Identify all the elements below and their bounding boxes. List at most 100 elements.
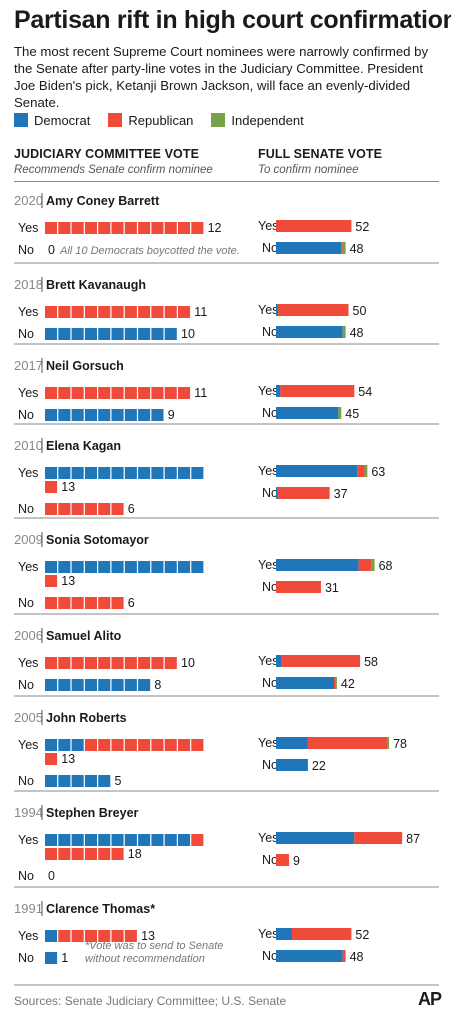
- nomination-2018-committee-no-label: No: [18, 327, 34, 341]
- nomination-1994-committee-yes-square-1: [45, 834, 58, 846]
- nomination-1994-committee-yes-square-18: [111, 848, 124, 860]
- nomination-2020-senate-no-i-bar: [342, 242, 346, 254]
- nomination-2020-committee-yes-square-8: [138, 222, 151, 234]
- nomination-2009-committee-no-square-5: [98, 597, 111, 609]
- nomination-2005-senate-no-d-bar: [276, 759, 308, 771]
- nomination-2018-year: 2018: [14, 277, 43, 292]
- nomination-2005-committee-yes-square-2: [58, 739, 71, 751]
- nomination-1991-senate-no-d-bar: [276, 950, 343, 962]
- nomination-2010-committee-yes-square-9: [151, 467, 164, 479]
- nomination-2005-committee-no-label: No: [18, 774, 34, 788]
- nomination-2017-committee-no-square-1: [45, 409, 58, 421]
- nomination-2018-committee-no-square-7: [124, 328, 137, 340]
- nomination-2010-committee-yes-square-7: [124, 467, 137, 479]
- nomination-2018-committee-no-square-2: [58, 328, 71, 340]
- nomination-2009-committee-yes-square-4: [84, 561, 97, 573]
- nomination-2006-committee-yes-value: 10: [181, 656, 195, 670]
- nomination-2005-senate-yes-d-bar: [276, 737, 308, 749]
- nomination-1991-committee-no-value: 1: [61, 951, 68, 965]
- nomination-2020-year: 2020: [14, 193, 43, 208]
- nomination-2006-committee-no-square-8: [138, 679, 151, 691]
- nomination-2017-senate-no-value: 45: [345, 407, 359, 421]
- nomination-2005-committee-yes-square-13: [45, 753, 58, 765]
- nomination-1991-committee-yes-square-1: [45, 930, 58, 942]
- nomination-2020-committee-yes-square-3: [71, 222, 84, 234]
- nomination-2017-senate-no-label: No: [262, 406, 278, 420]
- nomination-2005-committee-no-square-3: [71, 775, 84, 787]
- nomination-2020-committee-no-label: No: [18, 243, 34, 257]
- nomination-2018-committee-yes-square-2: [58, 306, 71, 318]
- nomination-2017-nominee-name: Neil Gorsuch: [46, 359, 124, 373]
- nomination-2018-committee-yes-square-5: [98, 306, 111, 318]
- nomination-2017-committee-yes-square-4: [84, 387, 97, 399]
- nomination-2006-committee-yes-square-9: [151, 657, 164, 669]
- nomination-1994-committee-yes-value: 18: [128, 847, 142, 861]
- nomination-1994-senate-yes-label: Yes: [258, 831, 278, 845]
- nomination-1991-committee-yes-square-4: [84, 930, 97, 942]
- nomination-2009-committee-no-square-2: [58, 597, 71, 609]
- nomination-1991-committee-no-label: No: [18, 951, 34, 965]
- nomination-2006-committee-no-value: 8: [154, 678, 161, 692]
- nomination-1994-senate-yes-value: 87: [406, 832, 420, 846]
- nomination-1991-senate-yes-d-bar: [276, 928, 292, 940]
- nomination-1994-committee-yes-square-11: [178, 834, 191, 846]
- legend-swatch-democrat: [14, 113, 28, 127]
- nomination-2010-committee-yes-square-10: [164, 467, 177, 479]
- nomination-2017-committee-no-label: No: [18, 408, 34, 422]
- nomination-2010-nominee-name: Elena Kagan: [46, 439, 121, 453]
- nomination-1994-senate-no-value: 9: [293, 854, 300, 868]
- nomination-2009-senate-yes-i-bar: [371, 559, 375, 571]
- nomination-2009-committee-yes-square-3: [71, 561, 84, 573]
- nomination-1994-committee-yes-square-15: [71, 848, 84, 860]
- nomination-2018-committee-no-square-4: [84, 328, 97, 340]
- nomination-2006-committee-no-square-7: [124, 679, 137, 691]
- nomination-1991-senate-yes-label: Yes: [258, 927, 278, 941]
- nomination-2005-committee-no-square-1: [45, 775, 58, 787]
- chart-subtitle: The most recent Supreme Court nominees w…: [14, 44, 429, 110]
- nomination-2006-senate-yes-d-bar: [276, 655, 282, 667]
- nomination-2009-committee-yes-square-6: [111, 561, 124, 573]
- nomination-2010-committee-yes-square-4: [84, 467, 97, 479]
- nomination-2006-senate-no-d-bar: [276, 677, 334, 689]
- nomination-2017-senate-yes-value: 54: [358, 385, 372, 399]
- nomination-2009-committee-yes-square-10: [164, 561, 177, 573]
- nomination-2009-committee-yes-square-8: [138, 561, 151, 573]
- nomination-2017-committee-no-square-5: [98, 409, 111, 421]
- nomination-2020-committee-note: All 10 Democrats boycotted the vote.: [59, 245, 240, 257]
- nomination-2010-committee-no-square-3: [71, 503, 84, 515]
- nomination-2017-committee-yes-square-8: [138, 387, 151, 399]
- nomination-1994-committee-yes-square-14: [58, 848, 71, 860]
- nomination-2009-committee-no-square-4: [84, 597, 97, 609]
- nomination-2018-committee-no-square-10: [164, 328, 177, 340]
- nomination-2006-senate-yes-label: Yes: [258, 654, 278, 668]
- nomination-1994-committee-yes-square-10: [164, 834, 177, 846]
- ap-logo: AP: [418, 989, 442, 1009]
- nomination-2017-committee-yes-square-3: [71, 387, 84, 399]
- legend-label-republican: Republican: [128, 112, 194, 128]
- nomination-1994-senate-yes-d-bar: [276, 832, 355, 844]
- nomination-2010-committee-no-square-6: [111, 503, 124, 515]
- nomination-2018-senate-yes-value: 50: [353, 304, 367, 318]
- nomination-2005-senate-no-value: 22: [312, 759, 326, 773]
- nomination-2009-committee-yes-square-5: [98, 561, 111, 573]
- nomination-2010-committee-yes-value: 13: [61, 480, 75, 494]
- nomination-2018-committee-yes-square-11: [178, 306, 191, 318]
- nomination-2006-senate-yes-r-bar: [281, 655, 361, 667]
- nomination-2018-senate-no-i-bar: [342, 326, 346, 338]
- nomination-2005-committee-no-square-5: [98, 775, 111, 787]
- nomination-2017-committee-yes-label: Yes: [18, 386, 38, 400]
- nomination-2020-committee-yes-square-10: [164, 222, 177, 234]
- nomination-2010-committee-yes-square-3: [71, 467, 84, 479]
- nomination-2020-senate-no-d-bar: [276, 242, 342, 254]
- nomination-2020-committee-yes-square-9: [151, 222, 164, 234]
- nomination-2009-year: 2009: [14, 532, 43, 547]
- nomination-2006-senate-no-i-bar: [335, 677, 337, 689]
- nomination-2005-nominee-name: John Roberts: [46, 711, 127, 725]
- nomination-2017-committee-yes-square-2: [58, 387, 71, 399]
- legend-item-democrat: Democrat: [14, 113, 90, 128]
- nomination-2005-committee-yes-square-8: [138, 739, 151, 751]
- nomination-2006-committee-no-square-1: [45, 679, 58, 691]
- nomination-1994-nominee-name: Stephen Breyer: [46, 806, 139, 820]
- nomination-2010-committee-no-square-5: [98, 503, 111, 515]
- nomination-1994-committee-yes-square-4: [84, 834, 97, 846]
